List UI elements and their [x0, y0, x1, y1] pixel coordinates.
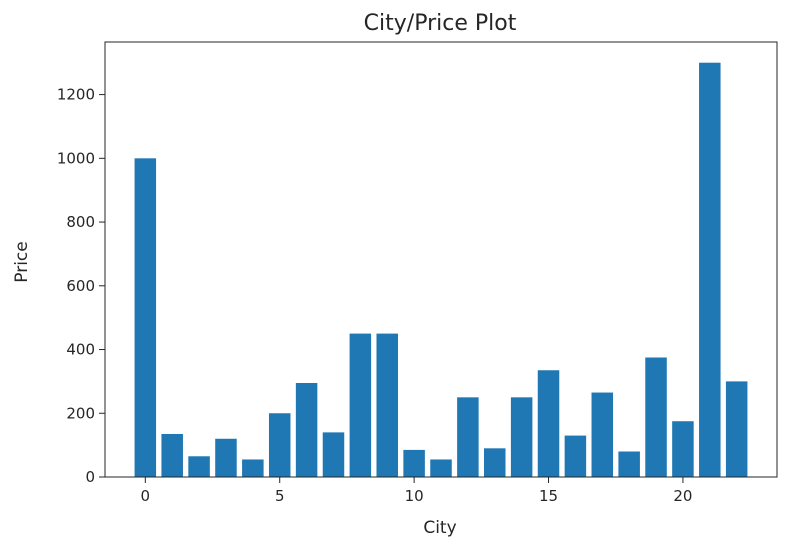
- y-tick-label: 1200: [57, 86, 95, 104]
- bar-city-22: [725, 381, 748, 477]
- x-tick-label: 10: [405, 487, 424, 505]
- y-tick-label: 400: [66, 341, 95, 359]
- bar-city-7: [322, 432, 345, 477]
- x-tick-label: 15: [539, 487, 558, 505]
- y-tick-label: 600: [66, 277, 95, 295]
- bar-city-15: [537, 370, 560, 477]
- bar-city-10: [403, 449, 425, 477]
- bar-city-8: [349, 333, 372, 477]
- bar-city-12: [457, 397, 479, 477]
- bar-city-4: [242, 459, 264, 477]
- bar-city-1: [161, 433, 183, 477]
- y-ticks-group: 0 200 400 600 800 1000 1200: [57, 86, 105, 486]
- y-tick-label: 0: [85, 468, 95, 486]
- y-tick-label: 800: [66, 213, 95, 231]
- bar-city-14: [510, 397, 533, 477]
- bar-city-2: [188, 456, 210, 477]
- bar-city-19: [645, 357, 667, 477]
- bar-city-3: [215, 438, 237, 477]
- bar-city-20: [672, 421, 694, 477]
- chart-title: City/Price Plot: [364, 11, 517, 36]
- y-axis-label: Price: [12, 241, 32, 282]
- bar-city-9: [376, 333, 398, 477]
- bar-city-0: [134, 158, 157, 478]
- bar-city-18: [618, 451, 640, 477]
- x-axis-label: City: [423, 518, 456, 538]
- bar-city-11: [430, 459, 452, 477]
- bar-city-6: [295, 382, 318, 477]
- x-tick-label: 20: [673, 487, 692, 505]
- bar-city-5: [268, 413, 291, 477]
- y-tick-label: 1000: [57, 149, 95, 167]
- plot-frame: [104, 41, 778, 478]
- x-ticks-group: 0 5 10 15 20: [141, 477, 692, 505]
- x-tick-label: 0: [141, 487, 151, 505]
- bar-city-16: [564, 435, 587, 477]
- bar-city-13: [484, 448, 506, 477]
- bar-city-17: [591, 392, 614, 477]
- x-tick-label: 5: [275, 487, 285, 505]
- bars-group: [134, 62, 748, 478]
- bar-city-21: [699, 62, 721, 477]
- y-tick-label: 200: [66, 404, 95, 422]
